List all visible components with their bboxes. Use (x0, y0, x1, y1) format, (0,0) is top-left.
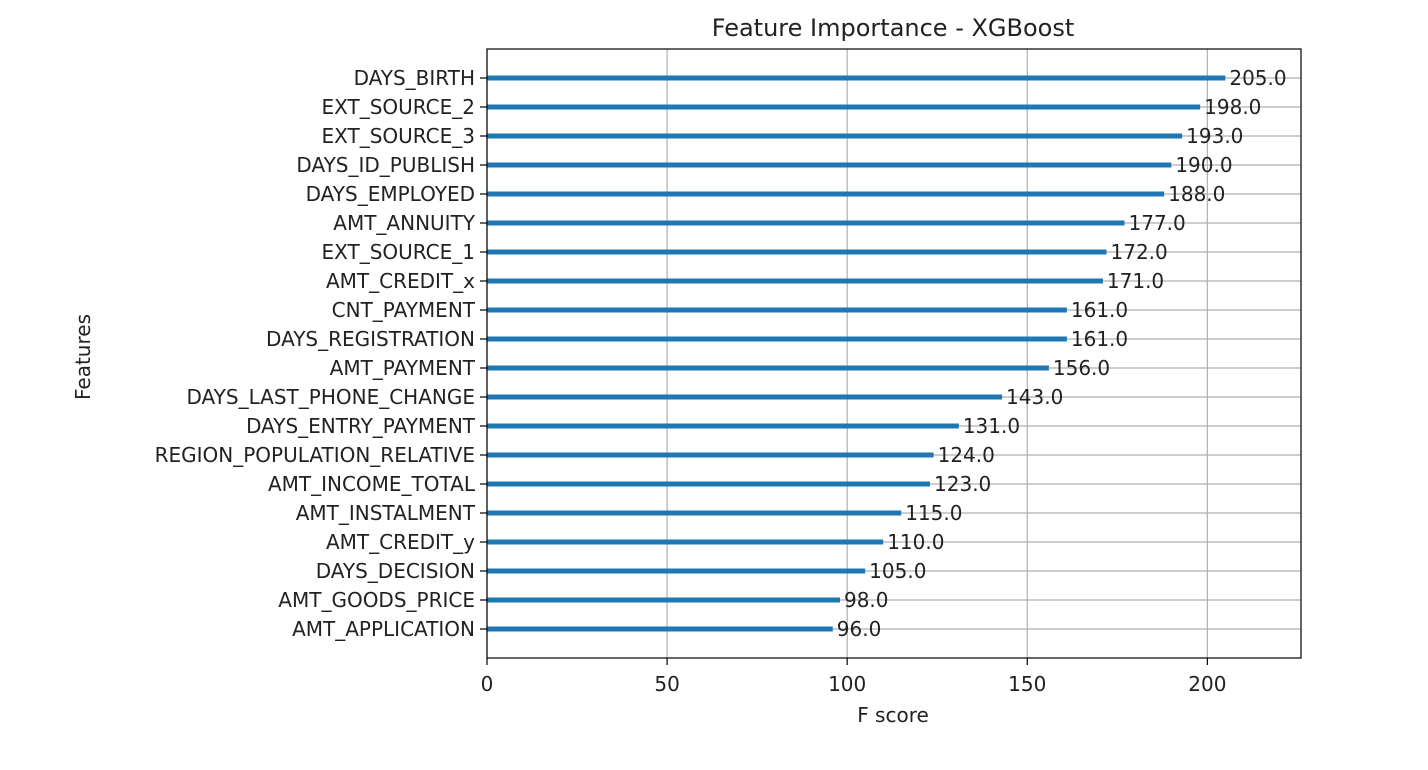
x-tick-label: 0 (481, 672, 494, 696)
value-label: 193.0 (1186, 124, 1243, 148)
x-tick-label: 200 (1188, 672, 1226, 696)
category-label: AMT_GOODS_PRICE (278, 588, 475, 612)
x-tick-label: 150 (1008, 672, 1046, 696)
category-label: EXT_SOURCE_3 (321, 124, 475, 148)
category-label: CNT_PAYMENT (332, 298, 476, 322)
y-axis-label: Features (71, 314, 95, 400)
value-label: 177.0 (1129, 211, 1186, 235)
value-label: 171.0 (1107, 269, 1164, 293)
value-label: 188.0 (1168, 182, 1225, 206)
value-label: 105.0 (869, 559, 926, 583)
category-label: AMT_ANNUITY (333, 211, 476, 235)
bar (487, 597, 840, 603)
value-label: 131.0 (963, 414, 1020, 438)
category-label: AMT_APPLICATION (292, 617, 475, 641)
value-label: 161.0 (1071, 327, 1128, 351)
label-layer: DAYS_BIRTH 205.0 EXT_SOURCE_2 198.0 EXT_SOUR… (155, 66, 1287, 641)
category-label: DAYS_LAST_PHONE_CHANGE (186, 385, 475, 409)
category-label: EXT_SOURCE_1 (321, 240, 475, 264)
category-label: DAYS_DECISION (316, 559, 475, 583)
bar (487, 307, 1067, 313)
value-label: 143.0 (1006, 385, 1063, 409)
bar (487, 626, 833, 632)
category-label: REGION_POPULATION_RELATIVE (155, 443, 475, 467)
bar (487, 394, 1003, 400)
bar (487, 162, 1172, 168)
category-label: AMT_INSTALMENT (296, 501, 476, 525)
bar (487, 133, 1183, 139)
value-label: 115.0 (905, 501, 962, 525)
value-label: 156.0 (1053, 356, 1110, 380)
category-label: AMT_CREDIT_x (326, 269, 475, 293)
tick-layer: 0 50 100 150 200 (480, 77, 1226, 696)
value-label: 172.0 (1111, 240, 1168, 264)
value-label: 123.0 (934, 472, 991, 496)
category-label: AMT_INCOME_TOTAL (268, 472, 476, 496)
value-label: 161.0 (1071, 298, 1128, 322)
bar (487, 249, 1107, 255)
bar-layer (487, 75, 1226, 632)
bar (487, 278, 1103, 284)
value-label: 190.0 (1175, 153, 1232, 177)
chart-title: Feature Importance - XGBoost (712, 14, 1075, 42)
x-tick-label: 50 (654, 672, 679, 696)
value-label: 198.0 (1204, 95, 1261, 119)
bar (487, 539, 884, 545)
bar (487, 191, 1165, 197)
value-label: 96.0 (837, 617, 882, 641)
bar (487, 568, 866, 574)
value-label: 98.0 (844, 588, 889, 612)
value-label: 124.0 (938, 443, 995, 467)
x-tick-label: 100 (828, 672, 866, 696)
bar (487, 104, 1201, 110)
plot-frame (486, 48, 1302, 659)
bar (487, 75, 1226, 81)
bar (487, 336, 1067, 342)
bar (487, 365, 1049, 371)
category-label: DAYS_ENTRY_PAYMENT (246, 414, 476, 438)
bar (487, 452, 934, 458)
category-label: DAYS_REGISTRATION (266, 327, 475, 351)
bar (487, 220, 1125, 226)
value-label: 205.0 (1229, 66, 1286, 90)
category-label: AMT_CREDIT_y (326, 530, 475, 554)
category-label: DAYS_BIRTH (354, 66, 475, 90)
bar (487, 510, 902, 516)
bar (487, 423, 959, 429)
category-label: DAYS_ID_PUBLISH (296, 153, 475, 177)
category-label: DAYS_EMPLOYED (306, 182, 475, 206)
category-label: EXT_SOURCE_2 (321, 95, 475, 119)
x-axis-label: F score (857, 703, 929, 727)
value-label: 110.0 (887, 530, 944, 554)
category-label: AMT_PAYMENT (330, 356, 476, 380)
bar (487, 481, 931, 487)
